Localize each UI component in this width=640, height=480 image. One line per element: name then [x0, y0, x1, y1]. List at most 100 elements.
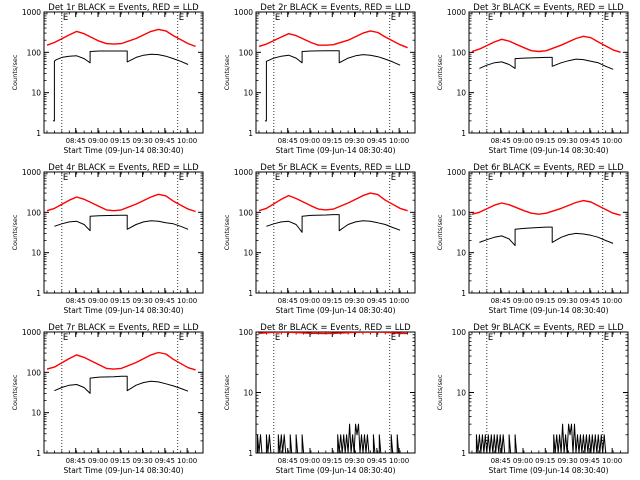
plot-frame — [43, 171, 204, 294]
y-tick-label: 1000 — [234, 168, 253, 177]
x-tick-label: 09:00 — [300, 457, 320, 465]
event-marker-label: E — [604, 13, 609, 23]
x-axis-label: Start Time (09-Jun-14 08:30:40) — [64, 466, 184, 475]
x-tick-label: 09:15 — [110, 297, 130, 305]
y-tick-label: 1 — [36, 289, 41, 298]
x-tick-label: 09:30 — [132, 297, 152, 305]
x-tick-label: 08:45 — [66, 457, 86, 465]
x-tick-label: 09:00 — [513, 137, 533, 145]
chart-panel-4: Det 4r BLACK = Events, RED = LLD Counts/s… — [11, 163, 204, 315]
x-tick-label: 08:45 — [491, 297, 511, 305]
y-axis-label: Counts/sec — [436, 374, 444, 410]
y-tick-label: 1 — [248, 449, 253, 458]
x-tick-label: 09:45 — [155, 137, 175, 145]
y-tick-label: 1 — [248, 289, 253, 298]
x-tick-label: 09:30 — [132, 137, 152, 145]
x-tick-label: 10:00 — [602, 457, 622, 465]
series-events-line — [264, 50, 401, 122]
chart-panel-3: Det 3r BLACK = Events, RED = LLD Counts/s… — [436, 3, 629, 155]
y-tick-label: 1 — [461, 289, 466, 298]
series-lld-line — [258, 30, 408, 49]
series-events-line — [54, 214, 189, 232]
event-marker-label: E — [604, 333, 609, 343]
event-marker-label: E — [63, 13, 68, 23]
chart-title: Det 8r BLACK = Events, RED = LLD — [260, 323, 411, 333]
x-tick-label: 09:30 — [132, 457, 152, 465]
event-marker-label: E — [391, 13, 396, 23]
x-tick-label: 09:15 — [322, 297, 342, 305]
chart-title: Det 2r BLACK = Events, RED = LLD — [260, 3, 411, 13]
y-axis-label: Counts/sec — [436, 214, 444, 250]
event-marker-label: E — [391, 173, 396, 183]
y-tick-label: 1000 — [234, 8, 253, 17]
x-tick-label: 09:15 — [535, 457, 555, 465]
chart-panel-5: Det 5r BLACK = Events, RED = LLD Counts/s… — [223, 163, 416, 315]
y-tick-label: 100 — [239, 328, 254, 337]
x-tick-label: 10:00 — [177, 137, 197, 145]
series-lld-line — [46, 28, 196, 48]
chart-title: Det 1r BLACK = Events, RED = LLD — [48, 3, 199, 13]
x-tick-label: 09:00 — [300, 137, 320, 145]
y-tick-label: 100 — [239, 48, 254, 57]
x-tick-label: 09:45 — [580, 457, 600, 465]
y-tick-label: 1000 — [447, 168, 466, 177]
event-marker-label: E — [179, 13, 184, 23]
series-events-line — [52, 50, 189, 122]
series-events-line — [475, 423, 607, 453]
y-tick-label: 100 — [452, 48, 467, 57]
x-tick-label: 10:00 — [389, 457, 409, 465]
chart-panel-7: Det 7r BLACK = Events, RED = LLD Counts/s… — [11, 323, 204, 475]
y-tick-label: 100 — [452, 208, 467, 217]
event-marker-label: E — [63, 173, 68, 183]
x-axis-label: Start Time (09-Jun-14 08:30:40) — [64, 306, 184, 315]
x-axis-label: Start Time (09-Jun-14 08:30:40) — [276, 146, 396, 155]
y-tick-label: 1 — [36, 449, 41, 458]
x-tick-label: 09:45 — [367, 297, 387, 305]
y-tick-label: 1000 — [22, 328, 41, 337]
chart-title: Det 9r BLACK = Events, RED = LLD — [473, 323, 624, 333]
event-marker-label: E — [488, 173, 493, 183]
y-tick-label: 10 — [456, 89, 466, 98]
y-tick-label: 1 — [461, 449, 466, 458]
event-marker-label: E — [391, 333, 396, 343]
x-tick-label: 09:45 — [580, 297, 600, 305]
y-tick-label: 100 — [27, 208, 42, 217]
series-events-line — [479, 226, 614, 247]
series-lld-line — [471, 35, 621, 53]
event-marker-label: E — [275, 13, 280, 23]
series-events-line — [257, 423, 400, 453]
series-lld-line — [471, 199, 621, 216]
y-tick-label: 1 — [248, 129, 253, 138]
x-tick-label: 08:45 — [66, 297, 86, 305]
y-tick-label: 1000 — [22, 8, 41, 17]
y-tick-label: 10 — [456, 389, 466, 398]
plot-frame — [255, 171, 416, 294]
y-tick-label: 1000 — [447, 8, 466, 17]
y-tick-label: 1000 — [22, 168, 41, 177]
x-tick-label: 09:00 — [513, 457, 533, 465]
x-tick-label: 09:30 — [344, 297, 364, 305]
event-marker-label: E — [63, 333, 68, 343]
y-axis-label: Counts/sec — [223, 374, 231, 410]
series-lld-line — [258, 192, 408, 212]
x-axis-label: Start Time (09-Jun-14 08:30:40) — [64, 146, 184, 155]
plot-frame — [43, 11, 204, 134]
x-tick-label: 09:30 — [557, 297, 577, 305]
x-tick-label: 09:00 — [300, 297, 320, 305]
x-tick-label: 09:30 — [344, 137, 364, 145]
x-tick-label: 09:45 — [367, 137, 387, 145]
event-marker-label: E — [179, 173, 184, 183]
x-tick-label: 09:15 — [322, 457, 342, 465]
x-tick-label: 08:45 — [278, 137, 298, 145]
event-marker-label: E — [488, 13, 493, 23]
x-tick-label: 08:45 — [278, 297, 298, 305]
y-tick-label: 10 — [31, 89, 41, 98]
x-axis-label: Start Time (09-Jun-14 08:30:40) — [276, 466, 396, 475]
series-events-line — [266, 214, 401, 233]
series-events-line — [54, 375, 189, 394]
x-tick-label: 10:00 — [389, 297, 409, 305]
x-tick-label: 10:00 — [389, 137, 409, 145]
y-axis-label: Counts/sec — [223, 214, 231, 250]
event-marker-label: E — [275, 333, 280, 343]
